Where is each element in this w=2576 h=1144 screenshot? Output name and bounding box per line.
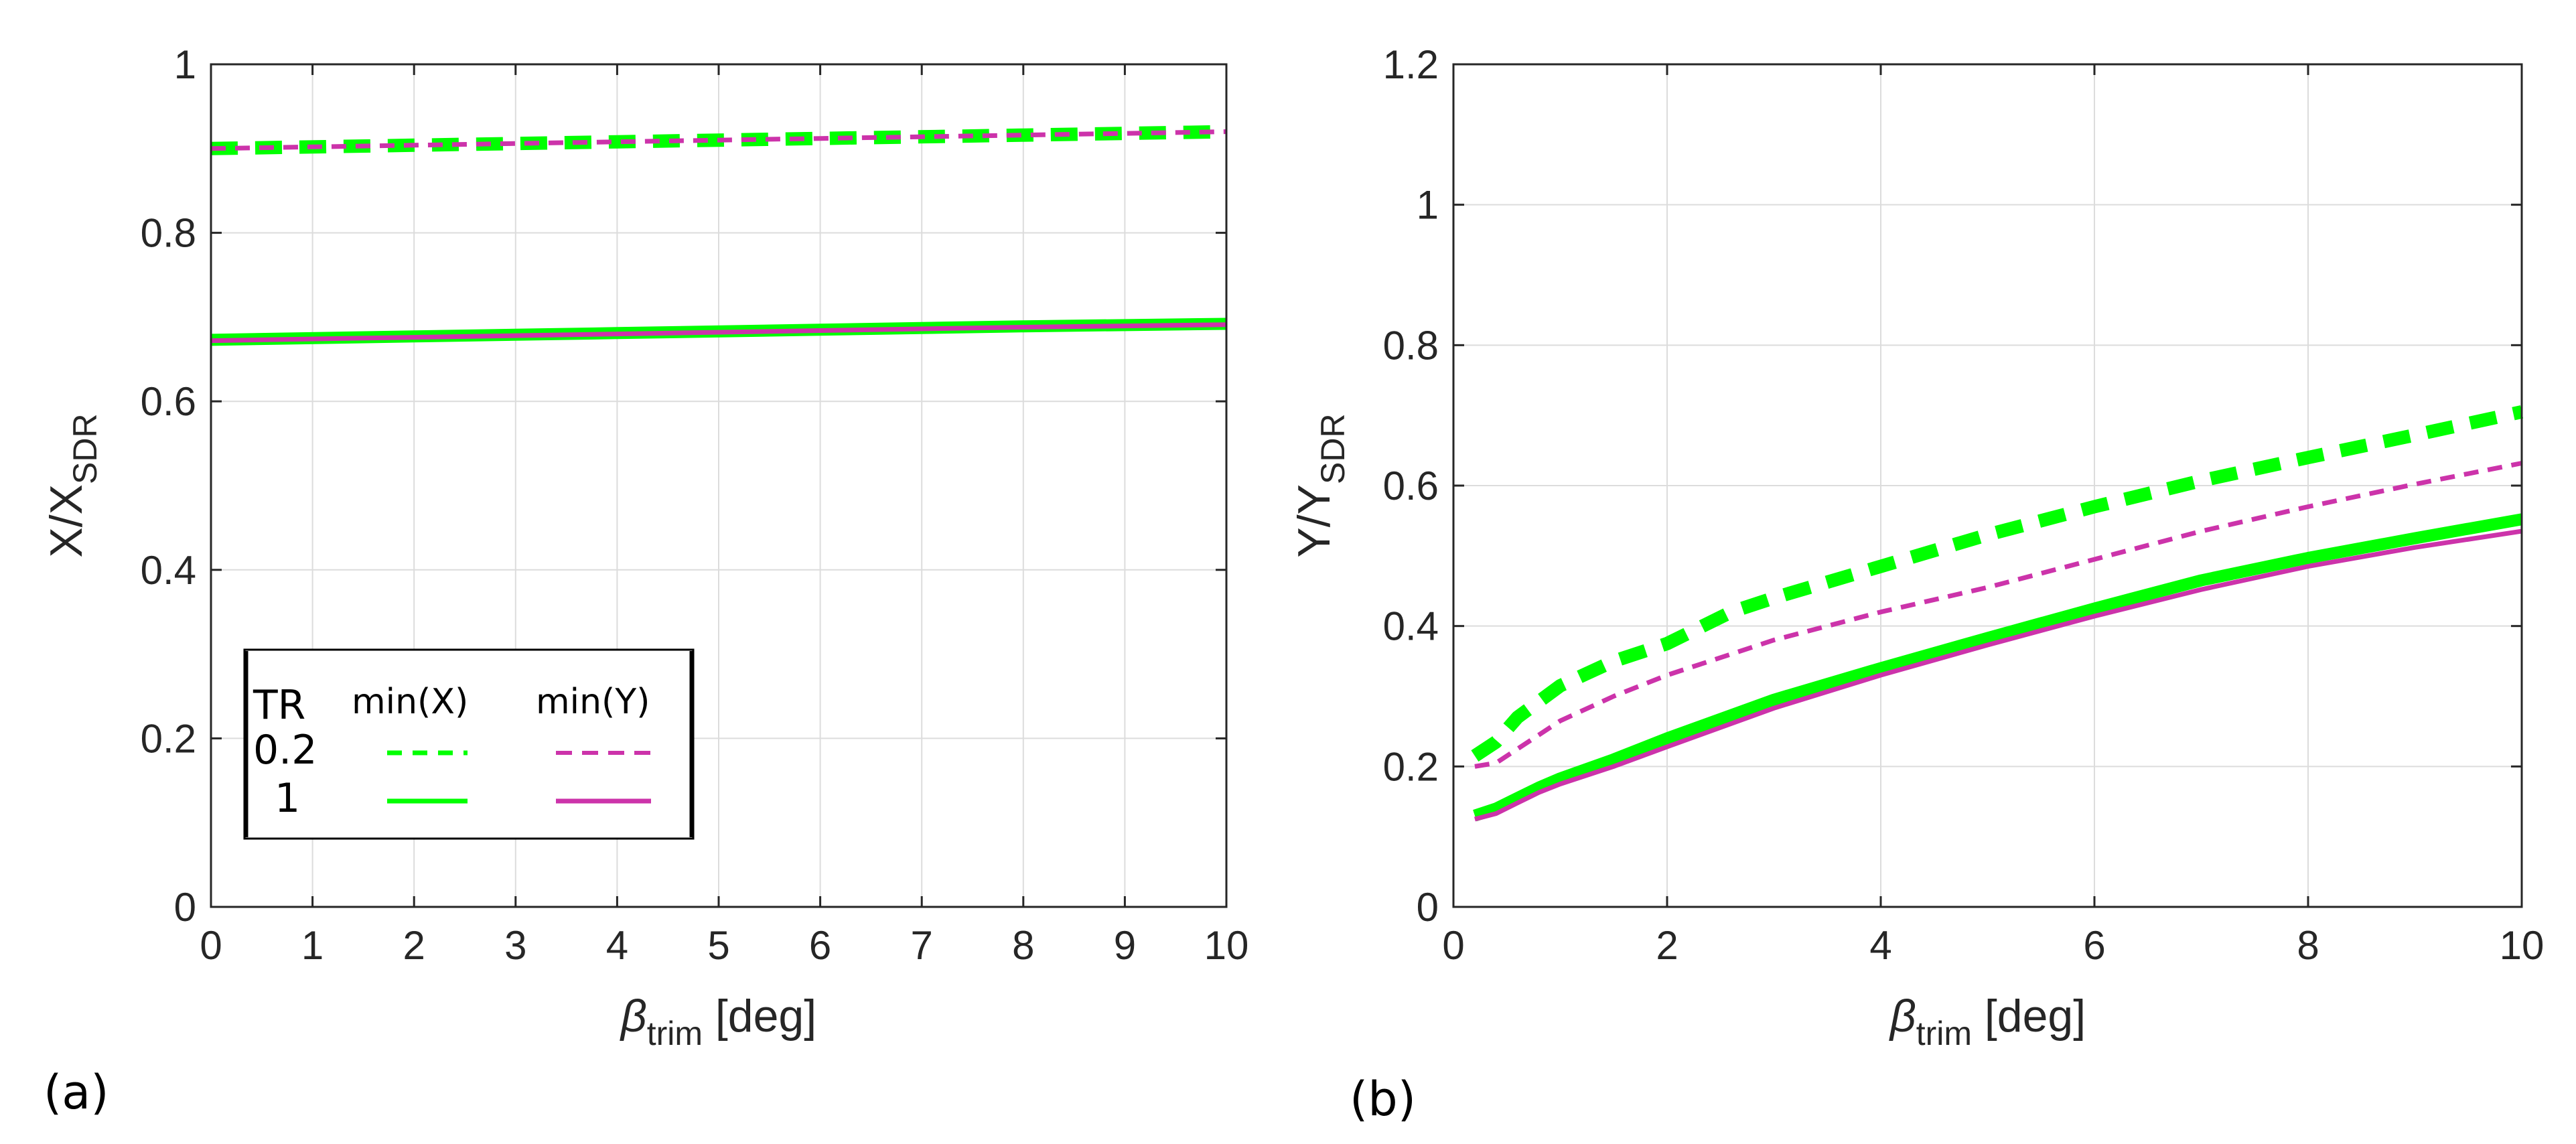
panel-a-xtick-label: 3	[504, 923, 526, 968]
panel-b-xtick-label: 10	[2500, 923, 2545, 968]
panel-a-xlabel: βtrim [deg]	[620, 991, 816, 1052]
panel-a-label: (a)	[44, 1065, 109, 1120]
legend-col-miny: min(Y)	[536, 682, 650, 722]
panel-a-xtick-label: 6	[809, 923, 831, 968]
panel-b-series-line-2	[1473, 513, 2523, 822]
panel-b-xtick-label: 4	[1869, 923, 1891, 968]
panel-a-xtick-label: 10	[1204, 923, 1249, 968]
panel-b-series	[1471, 405, 2524, 822]
panel-b-series-line-3	[1474, 528, 2522, 822]
panel-b-ytick-label: 0	[1417, 885, 1439, 930]
panel-b-series-line-0	[1471, 405, 2524, 762]
panel-a-ytick-label: 0.8	[141, 211, 196, 256]
panel-a-xtick-label: 8	[1012, 923, 1034, 968]
panel-a-xtick-label: 5	[707, 923, 729, 968]
panel-a-ylabel: X/XSDR	[41, 413, 104, 557]
panel-b-ytick-label: 0.4	[1383, 604, 1439, 649]
panel-a-chart: 0 1 2 3 4 5 6 7 8 9 10 0 0.2 0.4 0.6 0.8 1 X/XSDR βtrim …	[41, 42, 1248, 1120]
legend-col-minx: min(X)	[352, 682, 468, 722]
panel-b-ytick-label: 1.2	[1383, 42, 1439, 87]
legend: TR min(X) min(Y) 0.2 1	[243, 648, 695, 840]
panel-a-ytick-label: 0.4	[141, 548, 196, 593]
panel-b-ytick-label: 0.8	[1383, 323, 1439, 368]
panel-a-xtick-label: 2	[403, 923, 425, 968]
panel-b-xtick-label: 0	[1442, 923, 1464, 968]
panel-b-xtick-label: 6	[2083, 923, 2105, 968]
panel-b-ytick-label: 0.2	[1383, 744, 1439, 789]
panel-b-series-line-1	[1474, 461, 2522, 769]
panel-b-chart: 0 2 4 6 8 10 0 0.2 0.4 0.6 0.8 1 1.2 Y/YSDR βtrim [d…	[1289, 42, 2544, 1127]
panel-a-series-line-1	[210, 129, 1227, 151]
panel-b-label: (b)	[1350, 1072, 1416, 1127]
panel-b-ytick-label: 1	[1417, 183, 1439, 228]
panel-a-series-line-3	[210, 322, 1227, 344]
panel-b-xtick-label: 8	[2297, 923, 2319, 968]
panel-a-series	[210, 125, 1227, 346]
legend-box	[243, 648, 695, 840]
panel-a-ytick-label: 0.2	[141, 716, 196, 761]
panel-b-xtick-label: 2	[1656, 923, 1678, 968]
panel-a-ytick-label: 0.6	[141, 379, 196, 424]
panel-b-ytick-label: 0.6	[1383, 463, 1439, 508]
legend-row-tr-0-2: 0.2	[253, 727, 317, 774]
panel-a-xtick-label: 0	[200, 923, 222, 968]
panel-a-xtick-label: 4	[606, 923, 628, 968]
panel-a-xtick-label: 7	[911, 923, 933, 968]
panel-a-ytick-label: 0	[174, 885, 196, 930]
legend-row-tr-1: 1	[275, 775, 300, 822]
panel-a-xtick-label: 9	[1114, 923, 1136, 968]
panel-b-ticks: 0 2 4 6 8 10 0 0.2 0.4 0.6 0.8 1 1.2	[1383, 42, 2545, 968]
panel-a-xtick-label: 1	[301, 923, 324, 968]
panel-a-ytick-label: 1	[174, 42, 196, 87]
panel-a-ticks: 0 1 2 3 4 5 6 7 8 9 10 0 0.2 0.4 0.6 0.8 1	[141, 42, 1249, 968]
panel-b-ylabel: Y/YSDR	[1289, 413, 1352, 557]
legend-header: TR	[253, 682, 305, 729]
panel-b-xlabel: βtrim [deg]	[1889, 991, 2086, 1052]
